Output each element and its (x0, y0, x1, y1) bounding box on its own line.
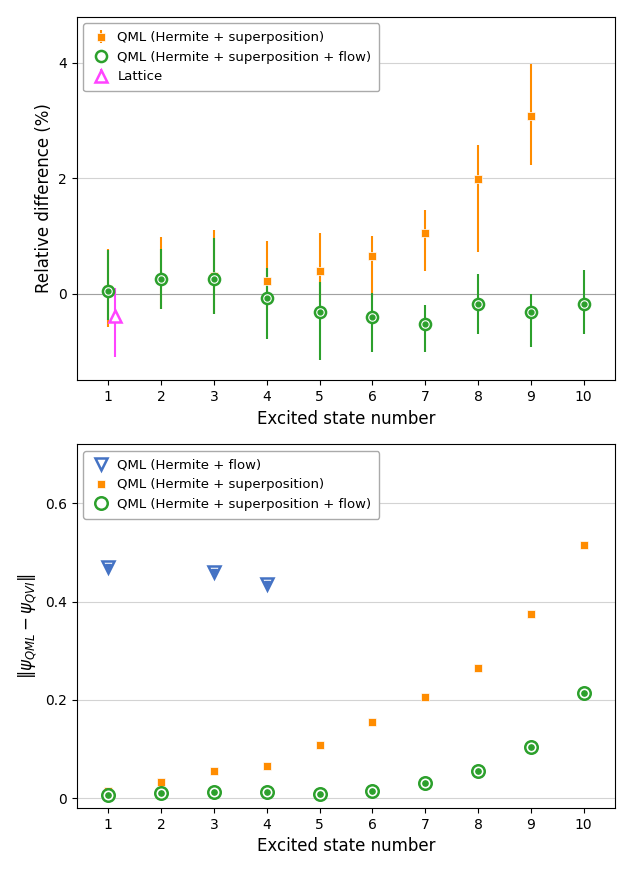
Line: QML (Hermite + flow): QML (Hermite + flow) (102, 480, 273, 590)
QML (Hermite + superposition) (422, 692, 429, 703)
Legend: QML (Hermite + flow), QML (Hermite + superposition), QML (Hermite + superpositio: QML (Hermite + flow), QML (Hermite + sup… (83, 451, 379, 519)
QML (Hermite + superposition) (474, 663, 482, 673)
QML (Hermite + flow) (104, 562, 112, 572)
QML (Hermite + superposition) (210, 766, 217, 776)
QML (Hermite + superposition + flow) (316, 789, 324, 800)
QML (Hermite + flow) (210, 567, 217, 577)
QML (Hermite + superposition + flow) (422, 778, 429, 788)
Line: QML (Hermite + superposition): QML (Hermite + superposition) (104, 541, 588, 795)
QML (Hermite + superposition + flow) (368, 787, 376, 797)
QML (Hermite + superposition + flow) (474, 766, 482, 776)
QML (Hermite + superposition + flow) (527, 741, 535, 752)
QML (Hermite + superposition) (263, 761, 270, 772)
QML (Hermite + flow) (263, 579, 270, 589)
QML (Hermite + superposition) (580, 540, 587, 550)
Y-axis label: Relative difference (%): Relative difference (%) (35, 104, 52, 294)
X-axis label: Excited state number: Excited state number (257, 837, 435, 855)
Y-axis label: $\|\psi_{QML} - \psi_{QVI}\|$: $\|\psi_{QML} - \psi_{QVI}\|$ (16, 573, 39, 679)
Legend: QML (Hermite + superposition), QML (Hermite + superposition + flow), Lattice: QML (Hermite + superposition), QML (Herm… (83, 24, 379, 92)
QML (Hermite + superposition) (104, 786, 112, 796)
Line: QML (Hermite + superposition + flow): QML (Hermite + superposition + flow) (102, 686, 590, 801)
QML (Hermite + superposition) (527, 609, 535, 619)
QML (Hermite + superposition + flow) (210, 787, 217, 797)
QML (Hermite + superposition + flow) (104, 789, 112, 800)
QML (Hermite + superposition) (368, 717, 376, 727)
QML (Hermite + superposition) (157, 777, 165, 787)
QML (Hermite + superposition + flow) (263, 787, 270, 797)
X-axis label: Excited state number: Excited state number (257, 410, 435, 427)
QML (Hermite + superposition + flow) (157, 788, 165, 799)
QML (Hermite + flow) (157, 480, 165, 491)
QML (Hermite + superposition) (316, 740, 324, 751)
QML (Hermite + superposition + flow) (580, 687, 587, 698)
